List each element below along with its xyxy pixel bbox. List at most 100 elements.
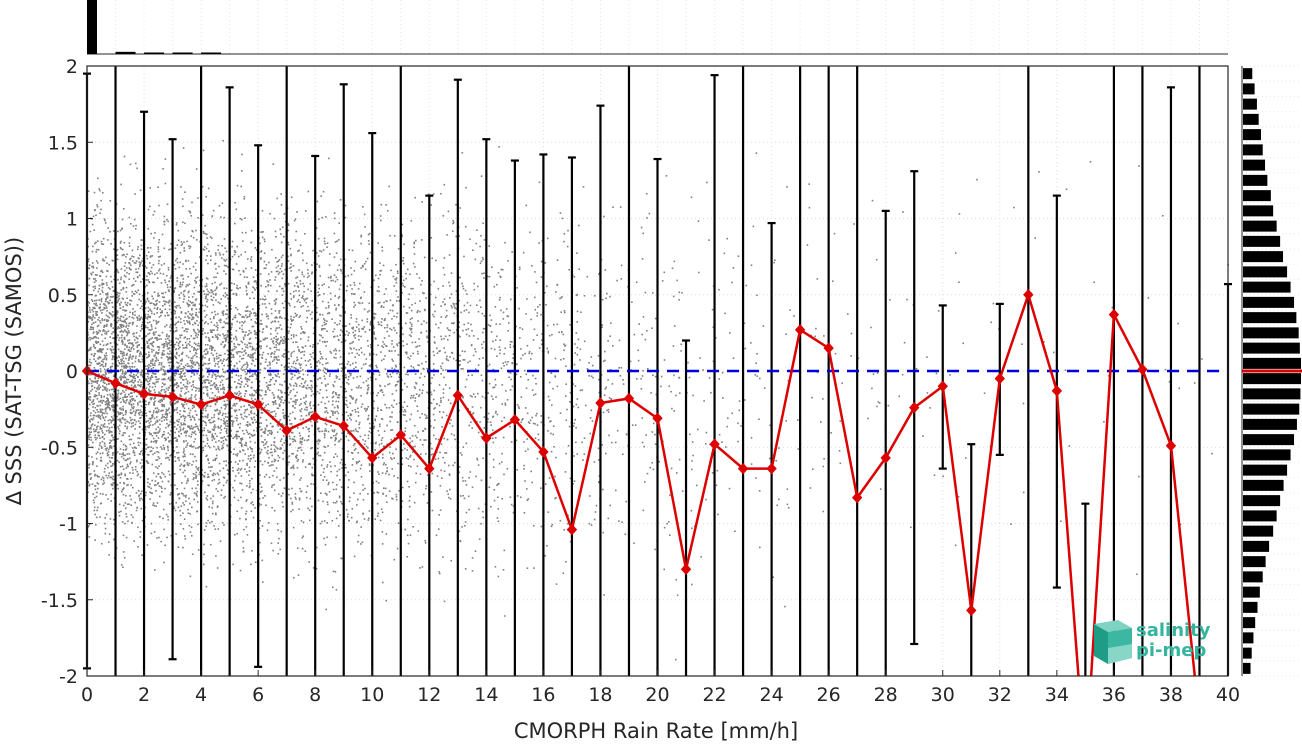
scatter-point [104,448,107,450]
scatter-point [168,335,170,338]
scatter-point [270,444,273,446]
scatter-point [207,243,209,246]
scatter-point [249,368,252,370]
scatter-point [147,478,149,480]
scatter-point [273,346,276,349]
scatter-point [107,315,109,318]
scatter-point [192,383,194,386]
scatter-point [187,315,189,318]
scatter-point [152,415,154,418]
scatter-point [96,409,98,411]
scatter-point [251,418,253,421]
scatter-point [245,424,248,426]
scatter-point [121,341,124,344]
scatter-point [184,538,187,540]
scatter-point [131,358,133,360]
scatter-point [230,328,232,331]
scatter-point [130,403,133,406]
scatter-point [154,484,156,486]
scatter-point [189,212,192,214]
scatter-point [241,321,243,323]
scatter-point [192,230,194,233]
scatter-point [195,332,198,335]
scatter-point [102,329,105,331]
scatter-point [148,329,150,331]
scatter-point [157,246,160,248]
scatter-point [141,452,144,455]
scatter-point [267,290,270,293]
scatter-point [187,425,189,427]
scatter-point [94,274,97,276]
scatter-point [149,315,151,318]
scatter-point [199,379,201,381]
scatter-point [182,528,185,530]
scatter-point [202,416,204,418]
scatter-point [95,457,98,460]
scatter-point [224,371,226,374]
scatter-point [237,287,239,290]
scatter-point [246,534,249,536]
scatter-point [106,323,108,326]
scatter-point [140,316,143,319]
scatter-point [222,253,225,256]
scatter-point [159,495,161,498]
scatter-point [161,388,163,391]
scatter-point [240,413,243,416]
scatter-point [125,367,127,369]
scatter-point [190,399,193,402]
scatter-point [280,447,282,450]
scatter-point [88,267,90,269]
scatter-point [266,345,268,348]
scatter-point [273,217,276,220]
scatter-point [255,333,258,336]
scatter-point [176,407,178,409]
scatter-point [233,250,236,252]
scatter-point [225,258,228,261]
scatter-point [266,364,269,367]
scatter-point [268,465,271,467]
scatter-point [142,400,144,403]
scatter-point [117,395,119,398]
scatter-point [150,492,153,494]
scatter-point [147,485,149,488]
scatter-point [241,331,244,333]
scatter-point [146,462,149,464]
scatter-point [234,381,236,383]
scatter-point [184,364,187,367]
scatter-point [176,419,178,422]
scatter-point [274,445,277,448]
scatter-point [110,313,112,315]
scatter-point [169,248,172,250]
scatter-point [224,334,227,337]
scatter-point [301,271,303,274]
scatter-point [119,368,122,371]
scatter-point [214,458,216,460]
scatter-point [130,514,133,516]
scatter-point [271,486,273,488]
scatter-point [205,387,208,389]
scatter-point [157,400,160,403]
scatter-point [128,339,131,341]
scatter-point [164,372,166,374]
scatter-point [118,474,121,476]
scatter-point [124,329,126,332]
scatter-point [238,255,240,258]
scatter-point [120,268,123,270]
scatter-point [157,250,160,253]
scatter-point [250,502,252,505]
scatter-point [170,275,172,277]
scatter-point [176,440,178,442]
scatter-point [279,440,282,442]
scatter-point [197,523,199,526]
scatter-point [123,482,126,485]
scatter-point [226,330,229,332]
scatter-point [163,396,166,399]
scatter-point [162,350,164,352]
scatter-point [254,321,256,323]
scatter-point [173,291,175,293]
scatter-point [232,437,234,439]
scatter-point [106,262,108,264]
scatter-point [263,431,266,434]
scatter-point [260,340,262,342]
scatter-point [98,306,100,309]
